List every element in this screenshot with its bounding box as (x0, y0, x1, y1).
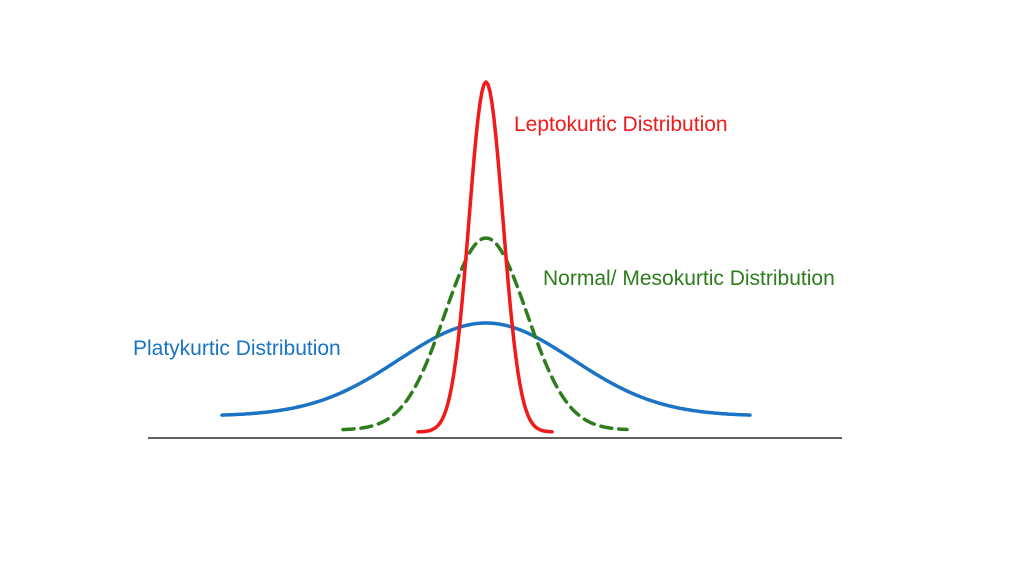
platykurtic-curve (220, 321, 752, 417)
mesokurtic-curve (341, 236, 629, 432)
mesokurtic-label: Normal/ Mesokurtic Distribution (543, 267, 835, 290)
leptokurtic-curve (416, 80, 554, 434)
leptokurtic-label: Leptokurtic Distribution (514, 113, 728, 136)
platykurtic-label: Platykurtic Distribution (133, 337, 341, 360)
